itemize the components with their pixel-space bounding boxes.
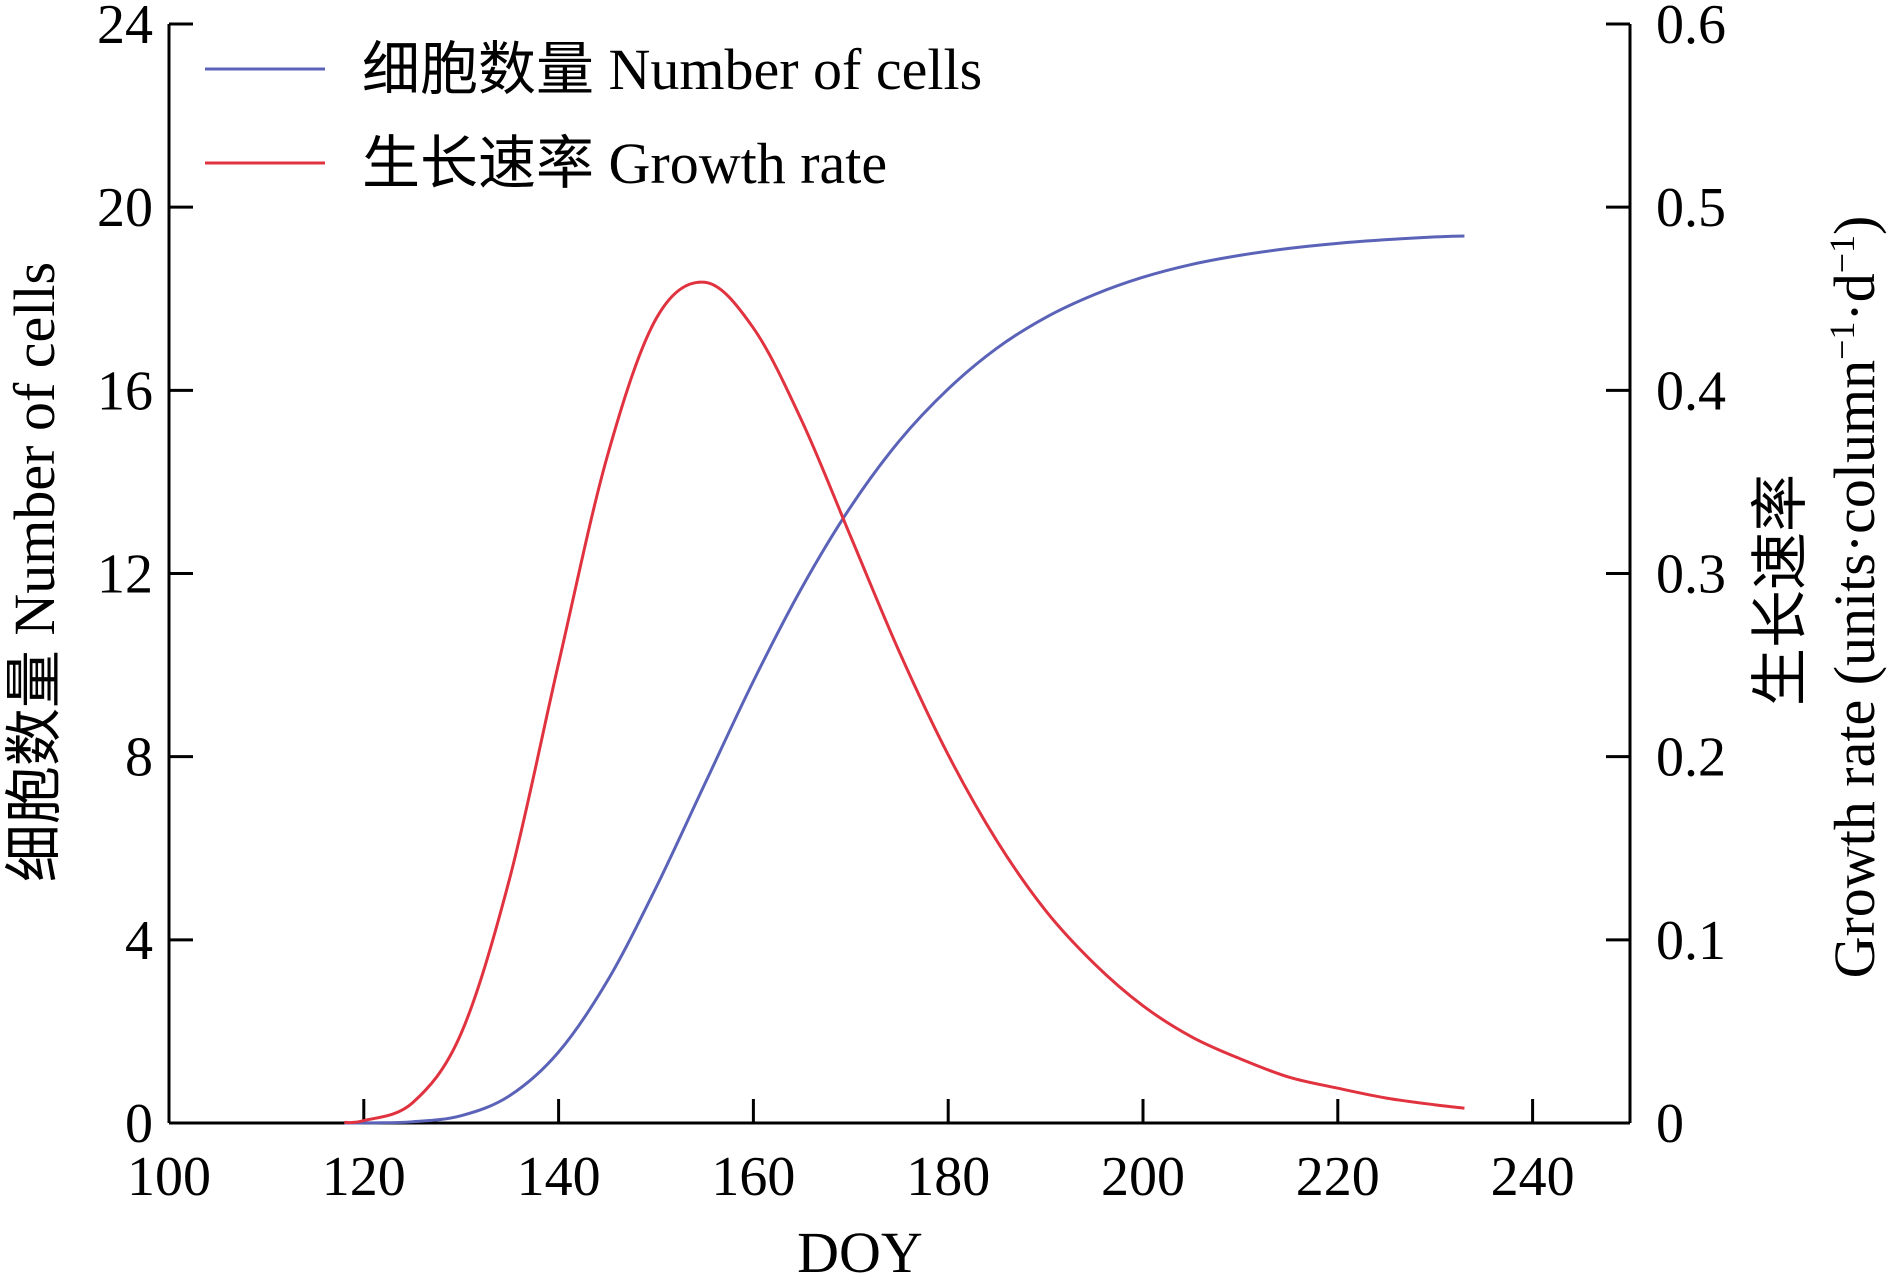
- x-tick-label: 240: [1491, 1146, 1575, 1208]
- x-tick-label: 160: [711, 1146, 795, 1208]
- series: [344, 234, 1465, 1125]
- y-tick-label-right: 0.1: [1656, 910, 1726, 972]
- ticks: 100 120 140 160 180 200 220 2400481216202400.10…: [97, 0, 1726, 1208]
- y-tick-label-right: 0.5: [1656, 177, 1726, 239]
- y2-label-part: ): [1822, 216, 1887, 235]
- y-axis-label-right-cn: 生长速率: [1748, 474, 1813, 706]
- x-tick-label: 120: [322, 1146, 406, 1208]
- y-tick-label-right: 0.4: [1656, 360, 1726, 422]
- y-tick-label-left: 12: [97, 544, 153, 606]
- y-tick-label-left: 0: [125, 1093, 153, 1155]
- y-tick-label-right: 0.6: [1656, 0, 1726, 56]
- y2-label-sup: −1: [1822, 322, 1862, 360]
- y-axis-label-right-en: Growth rate (units·column−1·d−1): [1822, 216, 1887, 979]
- y2-label-part: Growth rate (units·column: [1822, 360, 1887, 979]
- series-line-growth-rate: [344, 280, 1465, 1125]
- x-tick-label: 200: [1101, 1146, 1185, 1208]
- y2-label-sup: −1: [1822, 235, 1862, 273]
- y-tick-label-left: 8: [125, 727, 153, 789]
- y2-label-part: ·d: [1822, 273, 1887, 321]
- y-tick-label-right: 0: [1656, 1093, 1684, 1155]
- x-axis-label: DOY: [797, 1220, 923, 1275]
- x-tick-label: 140: [517, 1146, 601, 1208]
- y-tick-label-right: 0.2: [1656, 727, 1726, 789]
- y-tick-label-left: 20: [97, 177, 153, 239]
- y-tick-label-left: 24: [97, 0, 153, 56]
- series-line-cells: [344, 234, 1465, 1125]
- y-tick-label-left: 16: [97, 360, 153, 422]
- y-tick-label-left: 4: [125, 910, 153, 972]
- x-tick-label: 100: [127, 1146, 211, 1208]
- x-tick-label: 180: [906, 1146, 990, 1208]
- legend-label-rate: 生长速率 Growth rate: [362, 131, 887, 196]
- x-tick-label: 220: [1296, 1146, 1380, 1208]
- legend-label-cells: 细胞数量 Number of cells: [362, 37, 982, 102]
- y-tick-label-right: 0.3: [1656, 544, 1726, 606]
- y-axis-label-left: 细胞数量 Number of cells: [2, 262, 67, 882]
- legend: 细胞数量 Number of cells 生长速率 Growth rate: [205, 37, 982, 196]
